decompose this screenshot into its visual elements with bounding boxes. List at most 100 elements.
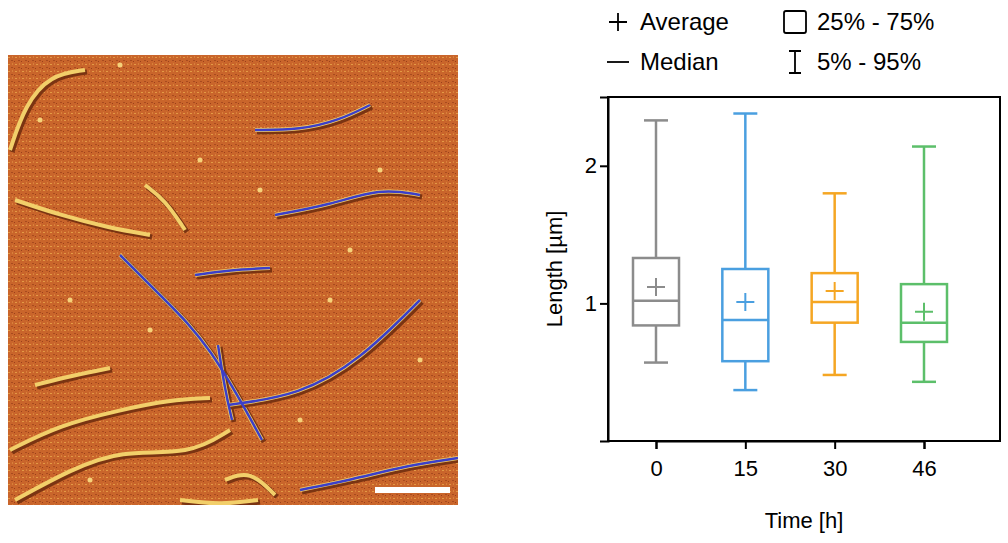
trace	[218, 345, 232, 420]
legend-label: 25% - 75%	[817, 8, 934, 35]
particle	[38, 118, 43, 123]
box-group	[722, 114, 768, 391]
box-group	[633, 120, 679, 362]
box-group	[812, 193, 858, 375]
plot-frame	[608, 97, 1000, 441]
x-axis-title: Time [h]	[765, 508, 844, 533]
legend-symbol	[784, 11, 806, 33]
whisker-lower	[833, 323, 836, 375]
x-axis-line	[657, 442, 925, 450]
y-axis-line	[600, 98, 609, 442]
legend-label: Median	[640, 48, 719, 75]
x-tick-label: 15	[734, 456, 758, 481]
fibrils	[10, 70, 458, 505]
particle	[198, 158, 203, 163]
whisker-cap-low	[912, 381, 936, 384]
x-tick: 0	[650, 441, 662, 481]
x-tick-label: 0	[650, 456, 662, 481]
scale-bar	[375, 487, 450, 493]
fibril-shadow	[122, 257, 264, 442]
particle	[148, 328, 153, 333]
fibril	[15, 430, 230, 500]
fibril-shadow	[17, 432, 232, 502]
trace	[228, 300, 420, 405]
legend-symbol	[607, 61, 629, 63]
box	[901, 284, 947, 342]
whisker-lower	[923, 342, 926, 382]
legend-symbol	[789, 51, 801, 73]
fibril	[180, 500, 258, 503]
y-tick: 1	[585, 291, 608, 316]
x-tick-mark	[656, 441, 658, 449]
trace	[275, 191, 420, 215]
median	[901, 321, 947, 324]
fibril	[15, 200, 150, 235]
x-tick: 30	[823, 441, 847, 481]
x-tick-mark	[834, 441, 836, 449]
whisker-cap-low	[733, 389, 757, 392]
figure: 1 2 0 15 30 46 Time [h] Length [µm] Average Media…	[0, 0, 1008, 543]
fibril	[195, 268, 270, 275]
fibril-shadow	[37, 370, 112, 387]
particle	[378, 168, 383, 173]
trace	[195, 268, 270, 275]
fibril	[228, 300, 420, 405]
whisker-upper	[833, 193, 836, 273]
legend-label: Average	[640, 8, 729, 35]
particle	[88, 478, 93, 483]
particle	[348, 248, 353, 253]
whisker-lower	[655, 325, 658, 362]
whisker-cap-high	[912, 145, 936, 148]
plot-marks	[633, 114, 947, 391]
box	[812, 273, 858, 323]
y-tick-mark	[600, 165, 608, 167]
fibril	[35, 368, 110, 385]
particle	[298, 418, 303, 423]
fibril	[300, 458, 458, 490]
whisker-cap-high	[733, 112, 757, 115]
whisker-cap-low	[644, 361, 668, 364]
particle	[418, 358, 423, 363]
y-tick: 2	[585, 153, 608, 178]
mean	[915, 303, 933, 321]
legend-symbol	[609, 13, 627, 31]
x-tick-mark	[745, 441, 747, 449]
x-tick: 46	[912, 441, 936, 481]
fibril	[255, 105, 370, 130]
fibril	[225, 475, 275, 495]
fibril-shadow	[12, 400, 212, 452]
whisker-lower	[744, 361, 747, 390]
x-tick: 15	[734, 441, 758, 481]
fibril	[145, 185, 185, 230]
whisker-upper	[655, 120, 658, 258]
mean	[826, 282, 844, 300]
trace	[300, 458, 458, 490]
legend-label: 5% - 95%	[817, 48, 921, 75]
whisker-cap-high	[823, 192, 847, 195]
afm-image	[8, 55, 458, 505]
box	[633, 258, 679, 325]
whisker-upper	[744, 114, 747, 269]
y-axis-title: Length [µm]	[542, 211, 567, 328]
fibril	[120, 255, 262, 440]
whisker-cap-low	[823, 374, 847, 377]
y-tick-label: 1	[585, 291, 597, 316]
y-tick-label: 2	[585, 153, 597, 178]
y-tick-mark	[600, 303, 608, 305]
mean	[736, 293, 754, 311]
fibril-shadow	[230, 302, 422, 407]
particle	[328, 298, 333, 303]
median	[722, 319, 768, 322]
box	[722, 269, 768, 361]
fibril	[275, 191, 420, 215]
x-tick-label: 46	[912, 456, 936, 481]
trace	[120, 255, 262, 440]
legend: Average Median 25% - 75% 5% - 95%	[607, 8, 934, 75]
mean	[647, 278, 665, 296]
x-axis: 0 15 30 46	[650, 441, 936, 481]
whisker-upper	[923, 147, 926, 285]
particle	[118, 63, 123, 68]
fibril	[10, 70, 85, 150]
median	[812, 301, 858, 304]
particle	[68, 298, 73, 303]
